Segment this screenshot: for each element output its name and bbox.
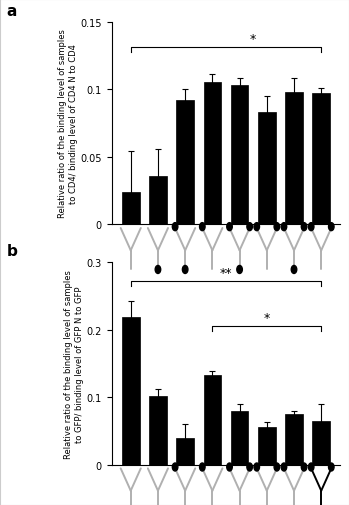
Bar — [258, 428, 276, 465]
Bar — [149, 396, 167, 465]
Bar — [231, 411, 248, 465]
Bar — [149, 176, 167, 225]
Bar — [203, 83, 221, 225]
Bar — [203, 376, 221, 465]
Bar — [176, 438, 194, 465]
Text: *: * — [250, 33, 256, 46]
Text: *: * — [264, 311, 270, 324]
Bar — [258, 113, 276, 225]
Bar — [312, 421, 330, 465]
Text: a: a — [7, 4, 17, 19]
Bar — [122, 318, 140, 465]
Bar — [285, 93, 303, 225]
Y-axis label: Relative ratio of the binding level of samples
to CD4/ binding level of CD4 N to: Relative ratio of the binding level of s… — [58, 29, 78, 218]
Bar — [122, 192, 140, 225]
Text: b: b — [7, 243, 17, 259]
Bar — [231, 86, 248, 225]
Bar — [312, 94, 330, 225]
Y-axis label: Relative ratio of the binding level of samples
to GFP/ binding level of GFP N to: Relative ratio of the binding level of s… — [65, 269, 84, 458]
Text: **: ** — [220, 267, 232, 280]
Bar — [285, 414, 303, 465]
Bar — [176, 101, 194, 225]
